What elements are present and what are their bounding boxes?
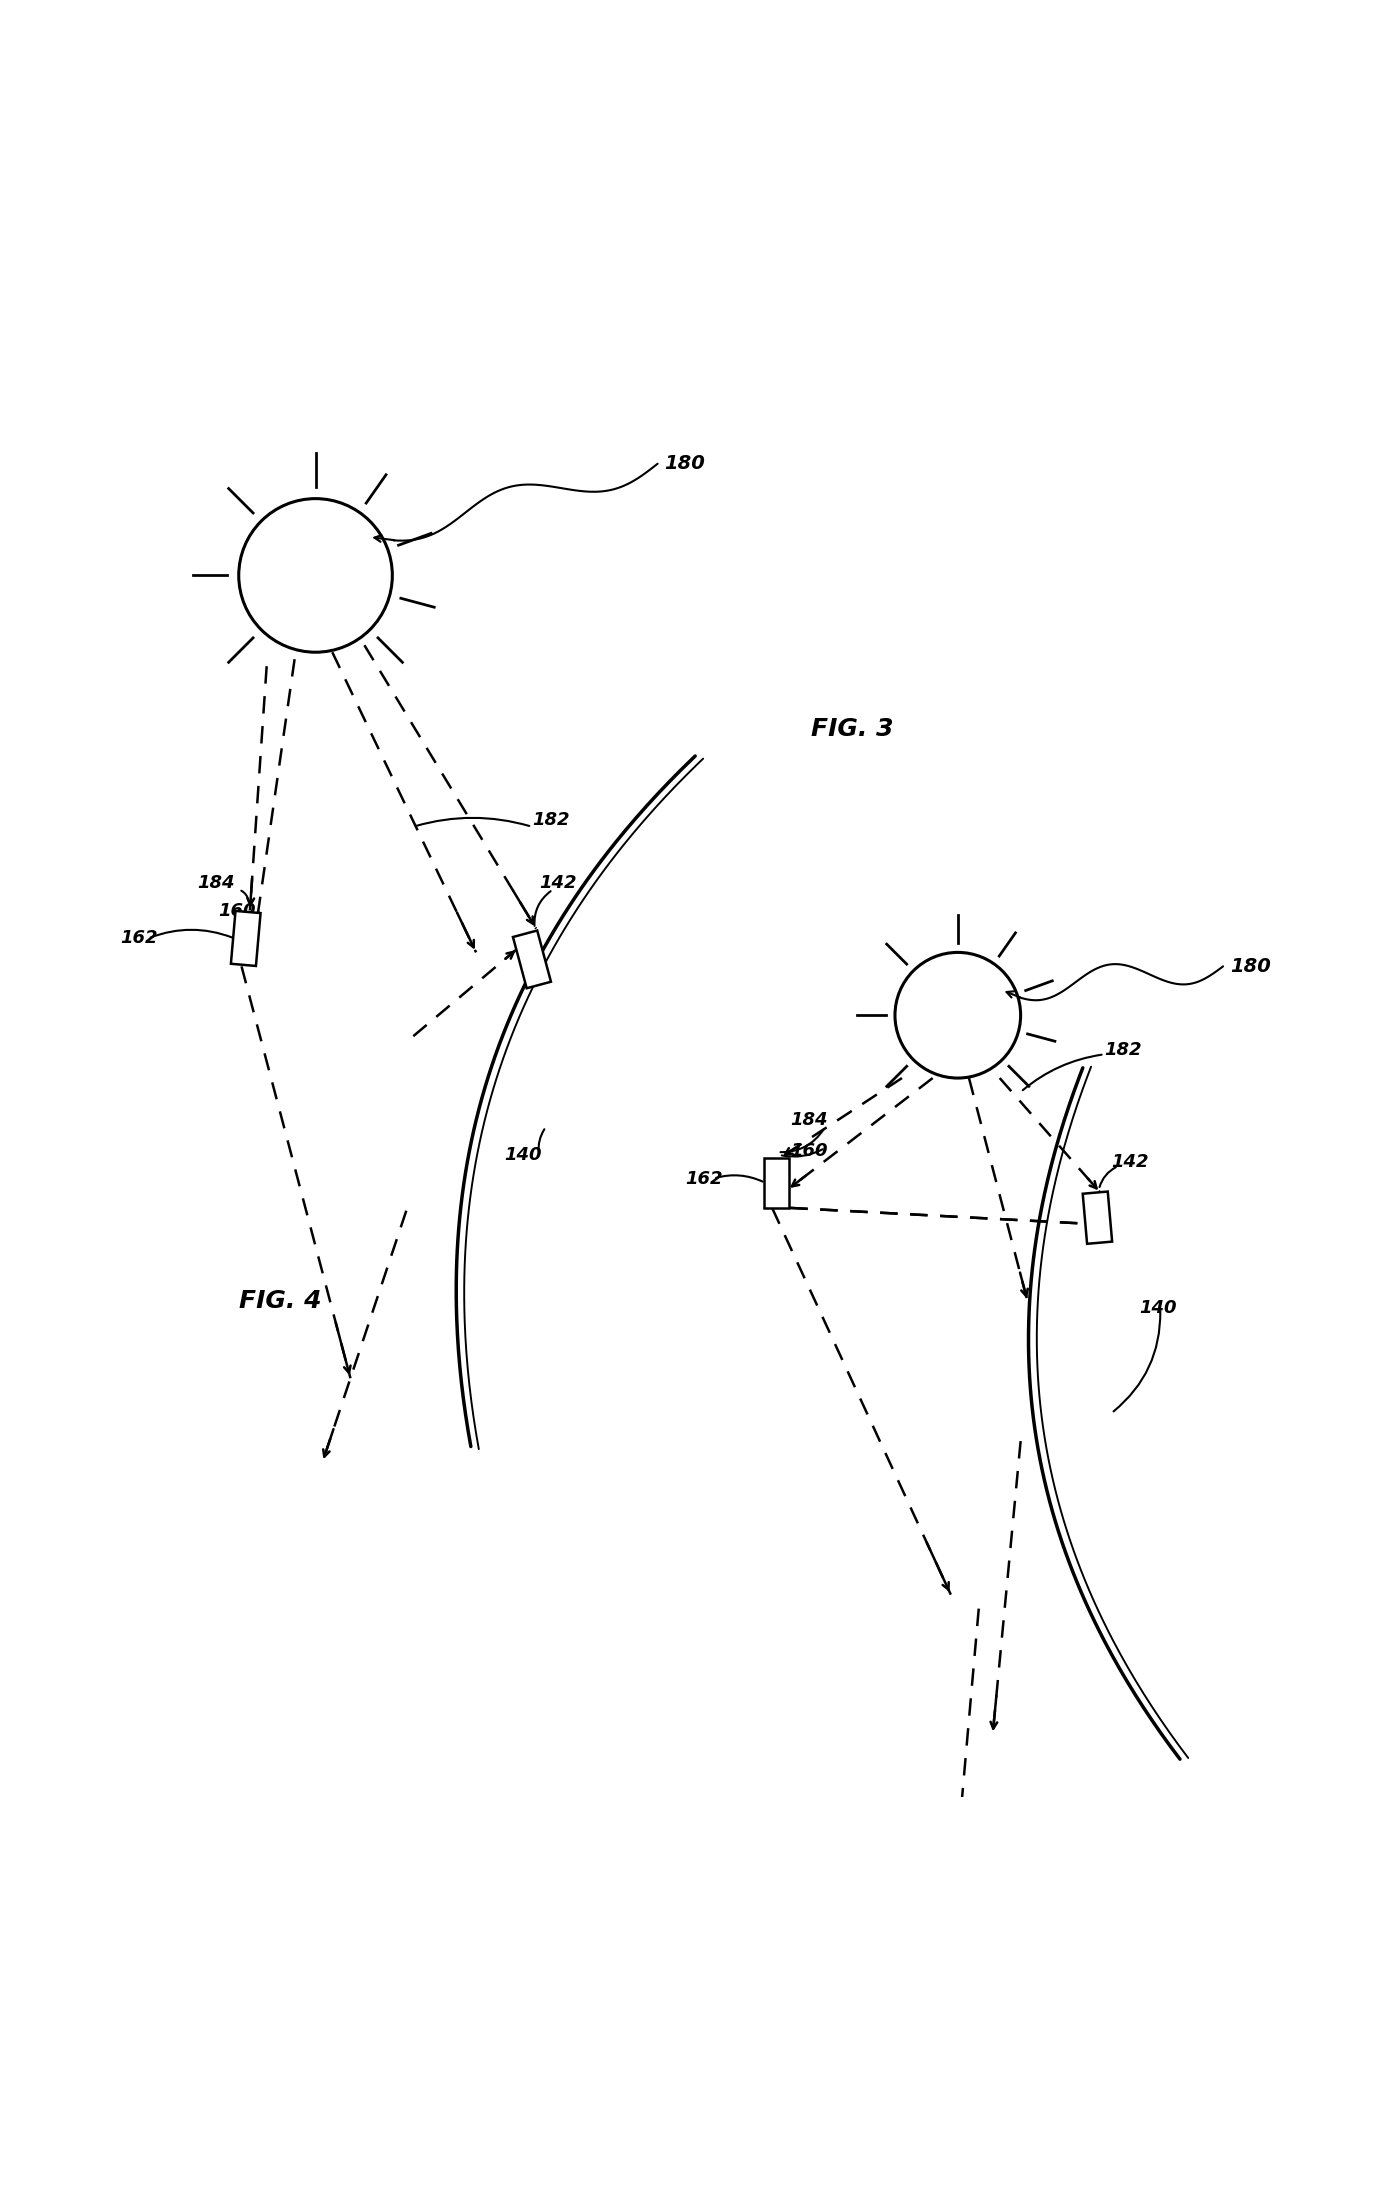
Polygon shape <box>513 930 551 989</box>
Text: 160: 160 <box>218 901 255 919</box>
Polygon shape <box>1083 1191 1112 1244</box>
Text: 180: 180 <box>665 455 705 473</box>
Text: 180: 180 <box>1230 956 1270 976</box>
Text: 140: 140 <box>1139 1299 1177 1317</box>
Text: 184: 184 <box>197 873 235 892</box>
Text: 162: 162 <box>686 1169 723 1187</box>
Text: 160: 160 <box>790 1141 828 1161</box>
Polygon shape <box>231 910 260 965</box>
Text: 182: 182 <box>1104 1042 1142 1059</box>
Text: 142: 142 <box>1111 1152 1149 1172</box>
Text: 142: 142 <box>539 873 576 892</box>
Text: 182: 182 <box>532 811 569 829</box>
Polygon shape <box>764 1158 789 1209</box>
Text: 140: 140 <box>504 1145 541 1165</box>
Text: FIG. 3: FIG. 3 <box>811 717 894 741</box>
Text: 184: 184 <box>790 1110 828 1130</box>
Text: 162: 162 <box>120 930 158 947</box>
Text: FIG. 4: FIG. 4 <box>239 1290 322 1314</box>
